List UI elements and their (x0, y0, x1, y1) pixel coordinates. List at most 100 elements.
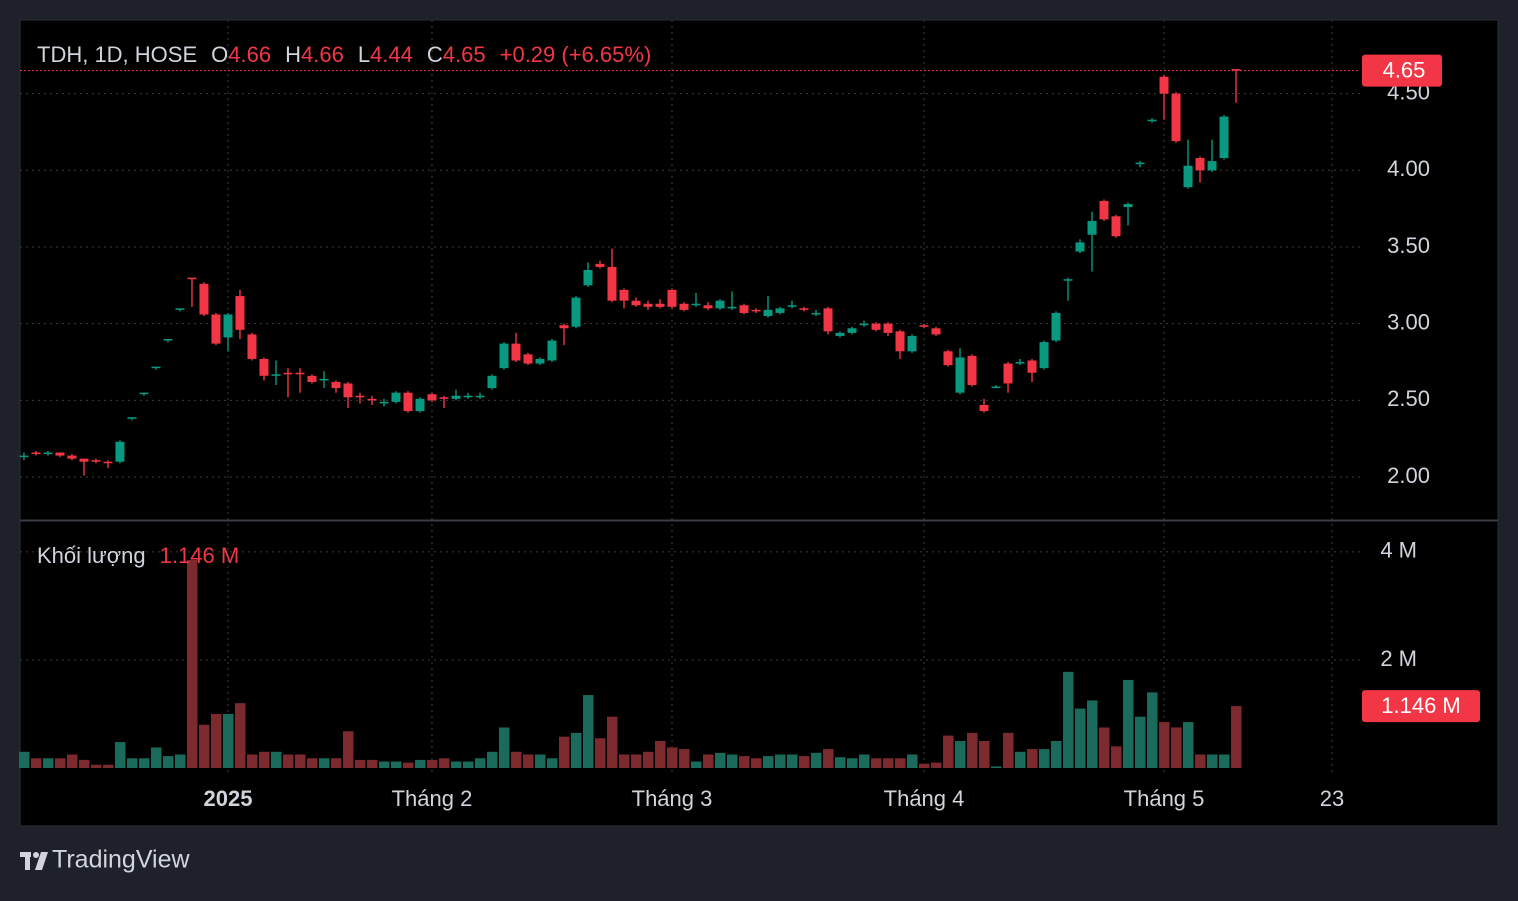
volume-bar (234, 703, 246, 768)
volume-bar (1111, 746, 1122, 768)
candle-body (631, 300, 641, 306)
candle-body (271, 374, 281, 376)
volume-bar (1219, 754, 1230, 768)
volume-bar (150, 747, 162, 768)
candle-body (943, 351, 953, 366)
candle-body (247, 334, 257, 359)
open-label: O (211, 42, 228, 67)
volume-bar (727, 754, 738, 768)
candle-body (1063, 279, 1073, 281)
volume-bar (1171, 727, 1182, 768)
x-tick-label: Tháng 5 (1124, 786, 1205, 811)
candle-body (751, 309, 761, 312)
candle-body (715, 300, 725, 309)
volume-bar (330, 758, 342, 768)
volume-bar (186, 559, 198, 768)
candle-body (331, 381, 341, 389)
volume-bar (462, 761, 474, 768)
volume-bar (294, 754, 306, 768)
candle-body (739, 305, 749, 313)
candle-body (115, 441, 125, 462)
high-label: H (285, 42, 301, 67)
y-tick-label: 3.00 (1387, 309, 1430, 334)
candle-body (55, 452, 65, 456)
volume-bar (895, 758, 906, 768)
candle-body (1159, 76, 1169, 94)
candle-body (967, 355, 977, 386)
last-volume-label: 1.146 M (1381, 693, 1461, 718)
y-tick-label: 3.50 (1387, 233, 1430, 258)
candle-body (1027, 360, 1037, 373)
candle-body (1111, 216, 1121, 237)
volume-bar (763, 756, 774, 768)
candle-body (1171, 93, 1181, 142)
high-value: 4.66 (301, 42, 344, 67)
volume-bar (979, 740, 990, 768)
change: +0.29 (+6.65%) (500, 42, 652, 67)
volume-bar (919, 763, 930, 768)
candle-body (283, 372, 293, 375)
candle-body (1219, 116, 1229, 159)
volume-bar (126, 758, 138, 768)
volume-bar (210, 713, 222, 768)
candle-body (979, 404, 989, 412)
volume-bar (114, 742, 126, 768)
candle-body (1183, 165, 1193, 188)
x-tick-label: 23 (1320, 786, 1344, 811)
legend: TDH, 1D, HOSE O4.66 H4.66 L4.44 C4.65 +0.29 (… (37, 42, 651, 67)
volume-bar (1003, 732, 1014, 768)
candle-body (1195, 158, 1205, 171)
volume-bar (606, 716, 618, 768)
volume-bar (691, 761, 702, 768)
candle-body (547, 340, 557, 361)
candle-body (499, 343, 509, 369)
candle-body (847, 328, 857, 333)
candle-body (523, 354, 533, 364)
candle-body (679, 303, 689, 310)
candle-body (439, 397, 449, 399)
candle-body (787, 305, 797, 307)
volume-bar (354, 759, 366, 768)
volume-bar (426, 759, 438, 768)
volume-bar (306, 758, 318, 768)
candle-body (907, 335, 917, 352)
candle-body (175, 308, 185, 310)
volume-legend: Khối lượng 1.146 M (37, 543, 239, 568)
candle-body (211, 314, 221, 344)
candle-body (1099, 200, 1109, 220)
candle-body (415, 398, 425, 412)
volume-bar (474, 758, 486, 768)
candle-body (235, 296, 245, 330)
candle-body (583, 270, 593, 286)
volume-bar (282, 754, 294, 768)
volume-bar (642, 751, 654, 768)
candle-body (187, 277, 197, 280)
volume-bar (246, 754, 258, 768)
volume-bar (1063, 671, 1074, 768)
volume-bar (943, 735, 954, 768)
volume-bar (1051, 740, 1062, 768)
candle-body (1003, 363, 1013, 384)
low-label: L (358, 42, 370, 67)
candle-body (1051, 312, 1061, 341)
volume-bar (30, 758, 42, 768)
candle-body (571, 297, 581, 327)
volume-bar (991, 766, 1002, 768)
volume-bar (18, 751, 30, 768)
candle-body (1123, 204, 1133, 208)
volume-bar (1123, 679, 1134, 768)
volume-bar (835, 757, 846, 768)
volume-bar (859, 754, 870, 768)
candle-body (343, 383, 353, 398)
volume-bar (666, 747, 678, 768)
brand: TradingView (52, 846, 191, 874)
candle-body (487, 375, 497, 389)
candle-body (379, 401, 389, 404)
candle-body (1207, 161, 1217, 171)
candle-body (127, 417, 137, 419)
symbol: TDH, 1D, HOSE (37, 42, 197, 67)
candle-body (1075, 242, 1085, 252)
volume-bar (630, 754, 642, 768)
volume-bar (90, 764, 102, 768)
candle-body (1087, 220, 1097, 235)
